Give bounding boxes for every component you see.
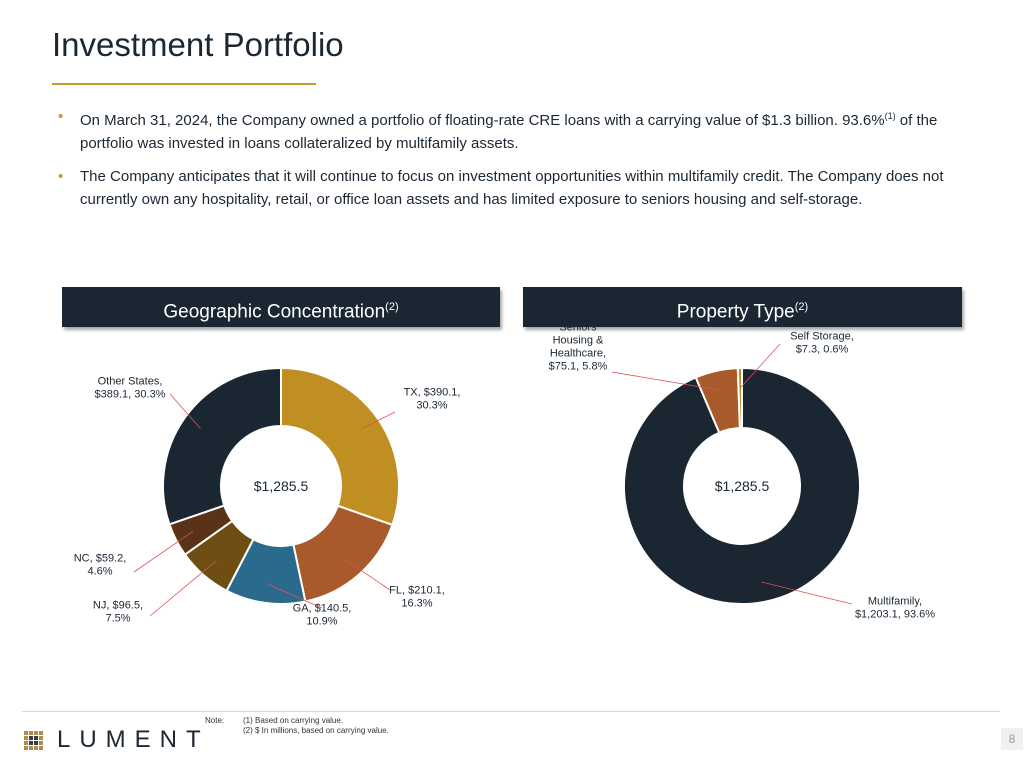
page-number: 8 <box>1001 728 1023 750</box>
geo-header-footnote: (2) <box>385 301 399 313</box>
geographic-concentration-header: Geographic Concentration(2) <box>62 287 500 327</box>
geo-slice-ga-leader-line <box>267 583 323 609</box>
geo-slice-tx-leader-line <box>361 411 396 430</box>
geo-slice-ga-label: GA, $140.5, 10.9% <box>293 603 352 628</box>
prop-center-total: $1,285.5 <box>715 478 770 494</box>
geo-header-title: Geographic Concentration <box>163 301 386 323</box>
geo-slice-other-states-label: Other States, $389.1, 30.3% <box>95 376 166 401</box>
lument-logo: LUMENT <box>24 726 210 754</box>
geo-slice-fl-label: FL, $210.1, 16.3% <box>389 585 445 610</box>
bullet-list: • On March 31, 2024, the Company owned a… <box>58 105 958 221</box>
footer-divider <box>22 711 1000 712</box>
footnote-2: (2) $ In millions, based on carrying val… <box>243 726 389 735</box>
prop-slice-multifamily-label: Multifamily, $1,203.1, 93.6% <box>855 596 935 621</box>
footnotes: (1) Based on carrying value. (2) $ In mi… <box>243 716 389 736</box>
geo-slice-other-states <box>162 366 282 526</box>
geo-slice-nc-leader-line <box>133 531 194 573</box>
prop-slice-self-storage <box>736 366 743 430</box>
prop-header-title: Property Type <box>676 301 795 323</box>
prop-slice-self-storage-label: Self Storage, $7.3, 0.6% <box>790 331 854 356</box>
prop-slice-multifamily <box>623 366 861 605</box>
note-label: Note: <box>205 716 225 725</box>
bullet-2-text: The Company anticipates that it will con… <box>80 168 944 208</box>
geo-slice-nj-leader-line <box>149 560 217 617</box>
bullet-dot-icon: • <box>58 108 64 125</box>
geo-slice-fl-leader-line <box>346 560 391 591</box>
prop-slice-seniors-housing-healthcare-leader-line <box>611 371 721 391</box>
bullet-item-1: • On March 31, 2024, the Company owned a… <box>58 105 958 155</box>
prop-slice-seniors-housing-healthcare-label: Seniors Housing & Healthcare, $75.1, 5.8% <box>549 322 608 373</box>
bullet-item-2: • The Company anticipates that it will c… <box>58 165 958 211</box>
footnote-ref-1: (1) <box>884 111 896 121</box>
geo-slice-nj-label: NJ, $96.5, 7.5% <box>93 600 143 625</box>
geo-slice-other-states-leader-line <box>169 393 201 429</box>
prop-slice-multifamily-leader-line <box>761 581 853 605</box>
property-type-header: Property Type(2) <box>523 287 962 327</box>
geo-slice-fl <box>292 504 394 603</box>
geo-slice-nc-label: NC, $59.2, 4.6% <box>74 553 127 578</box>
geo-slice-tx-label: TX, $390.1, 30.3% <box>404 387 461 412</box>
page-title: Investment Portfolio <box>52 26 344 63</box>
prop-header-footnote: (2) <box>794 301 809 313</box>
geo-center-total: $1,285.5 <box>254 478 309 494</box>
footnote-1: (1) Based on carrying value. <box>243 716 344 725</box>
logo-mark-icon <box>24 730 43 750</box>
prop-slice-self-storage-leader-line <box>739 343 781 389</box>
title-underline <box>52 83 316 85</box>
logo-text: LUMENT <box>57 726 210 753</box>
bullet-1-text-a: On March 31, 2024, the Company owned a p… <box>80 112 885 129</box>
geo-slice-tx <box>280 366 400 527</box>
bullet-dot-icon: • <box>58 168 64 185</box>
bullet-1-text-b: of the portfolio was invested in loans c… <box>80 112 938 152</box>
